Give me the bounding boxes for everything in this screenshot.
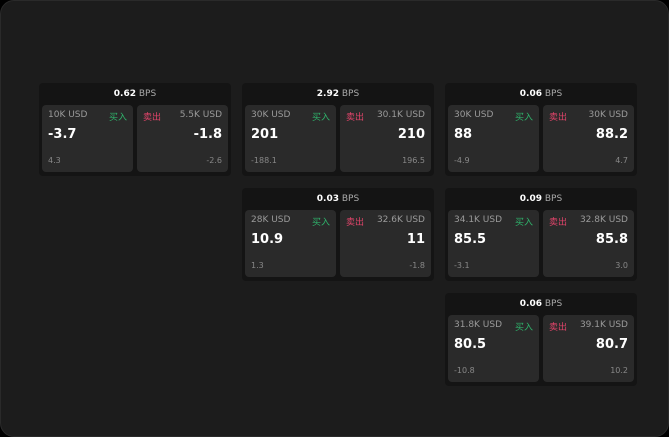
buy-change: -3.1 [454, 261, 470, 270]
sell-price: 11 [406, 232, 425, 247]
spread-value: 2.92 [316, 89, 339, 99]
buy-button[interactable]: 34.1K USD 买入 85.5 -3.1 [448, 210, 539, 277]
sell-price: -1.8 [193, 127, 222, 142]
spread-unit: BPS [341, 194, 360, 204]
sell-size: 39.1K USD [579, 320, 628, 330]
buy-button[interactable]: 30K USD 买入 88 -4.9 [448, 105, 539, 172]
buy-size: 30K USD [454, 110, 494, 120]
buy-price: 201 [251, 127, 279, 142]
sell-size: 30K USD [588, 110, 628, 120]
buy-price: 80.5 [454, 337, 487, 352]
quote-card: 0.03 BPS 28K USD 买入 10.9 1.3 卖出 32.6K USD … [242, 188, 434, 281]
sell-change: 4.7 [615, 156, 628, 165]
spread-value: 0.06 [519, 89, 542, 99]
buy-button[interactable]: 10K USD 买入 -3.7 4.3 [42, 105, 133, 172]
sell-size: 32.8K USD [579, 215, 628, 225]
sell-label: 卖出 [143, 113, 162, 123]
sell-change: -2.6 [206, 156, 222, 165]
buy-size: 31.8K USD [454, 320, 503, 330]
sell-button[interactable]: 卖出 30.1K USD 210 196.5 [340, 105, 431, 172]
sell-change: 196.5 [402, 156, 425, 165]
buy-button[interactable]: 30K USD 买入 201 -188.1 [245, 105, 336, 172]
spread-value: 0.06 [519, 299, 542, 309]
sell-label: 卖出 [549, 113, 568, 123]
spread-unit: BPS [544, 299, 563, 309]
spread-header: 0.06 BPS [448, 293, 634, 315]
spread-value: 0.09 [519, 194, 542, 204]
spread-header: 2.92 BPS [245, 83, 431, 105]
buy-change: -4.9 [454, 156, 470, 165]
sell-label: 卖出 [346, 218, 365, 228]
buy-button[interactable]: 31.8K USD 买入 80.5 -10.8 [448, 315, 539, 382]
buy-size: 30K USD [251, 110, 291, 120]
sell-change: 10.2 [610, 366, 628, 375]
sell-size: 5.5K USD [179, 110, 222, 120]
sell-label: 卖出 [346, 113, 365, 123]
buy-label: 买入 [514, 218, 533, 228]
quote-card: 0.62 BPS 10K USD 买入 -3.7 4.3 卖出 5.5K USD -… [39, 83, 231, 176]
spread-unit: BPS [138, 89, 157, 99]
buy-change: -188.1 [251, 156, 277, 165]
sell-button[interactable]: 卖出 30K USD 88.2 4.7 [543, 105, 634, 172]
quote-card: 0.06 BPS 30K USD 买入 88 -4.9 卖出 30K USD 88.… [445, 83, 637, 176]
quote-card: 2.92 BPS 30K USD 买入 201 -188.1 卖出 30.1K US… [242, 83, 434, 176]
buy-size: 28K USD [251, 215, 291, 225]
spread-unit: BPS [341, 89, 360, 99]
sell-button[interactable]: 卖出 32.8K USD 85.8 3.0 [543, 210, 634, 277]
buy-change: -10.8 [454, 366, 475, 375]
spread-value: 0.62 [113, 89, 136, 99]
buy-price: 10.9 [251, 232, 284, 247]
buy-size: 34.1K USD [454, 215, 503, 225]
quote-card: 0.06 BPS 31.8K USD 买入 80.5 -10.8 卖出 39.1K … [445, 293, 637, 386]
sell-button[interactable]: 卖出 32.6K USD 11 -1.8 [340, 210, 431, 277]
sell-label: 卖出 [549, 323, 568, 333]
buy-price: 88 [454, 127, 473, 142]
sell-price: 88.2 [595, 127, 628, 142]
buy-label: 买入 [514, 323, 533, 333]
buy-change: 4.3 [48, 156, 61, 165]
sell-change: 3.0 [615, 261, 628, 270]
sell-button[interactable]: 卖出 5.5K USD -1.8 -2.6 [137, 105, 228, 172]
spread-unit: BPS [544, 194, 563, 204]
spread-value: 0.03 [316, 194, 339, 204]
buy-label: 买入 [514, 113, 533, 123]
buy-price: 85.5 [454, 232, 487, 247]
buy-size: 10K USD [48, 110, 88, 120]
spread-unit: BPS [544, 89, 563, 99]
buy-price: -3.7 [48, 127, 77, 142]
sell-change: -1.8 [409, 261, 425, 270]
buy-change: 1.3 [251, 261, 264, 270]
sell-label: 卖出 [549, 218, 568, 228]
sell-button[interactable]: 卖出 39.1K USD 80.7 10.2 [543, 315, 634, 382]
buy-label: 买入 [311, 113, 330, 123]
sell-size: 30.1K USD [376, 110, 425, 120]
spread-header: 0.09 BPS [448, 188, 634, 210]
spread-header: 0.03 BPS [245, 188, 431, 210]
sell-size: 32.6K USD [376, 215, 425, 225]
quote-card: 0.09 BPS 34.1K USD 买入 85.5 -3.1 卖出 32.8K U… [445, 188, 637, 281]
sell-price: 210 [397, 127, 425, 142]
spread-header: 0.06 BPS [448, 83, 634, 105]
buy-button[interactable]: 28K USD 买入 10.9 1.3 [245, 210, 336, 277]
sell-price: 80.7 [595, 337, 628, 352]
buy-label: 买入 [311, 218, 330, 228]
sell-price: 85.8 [595, 232, 628, 247]
spread-header: 0.62 BPS [42, 83, 228, 105]
buy-label: 买入 [108, 113, 127, 123]
